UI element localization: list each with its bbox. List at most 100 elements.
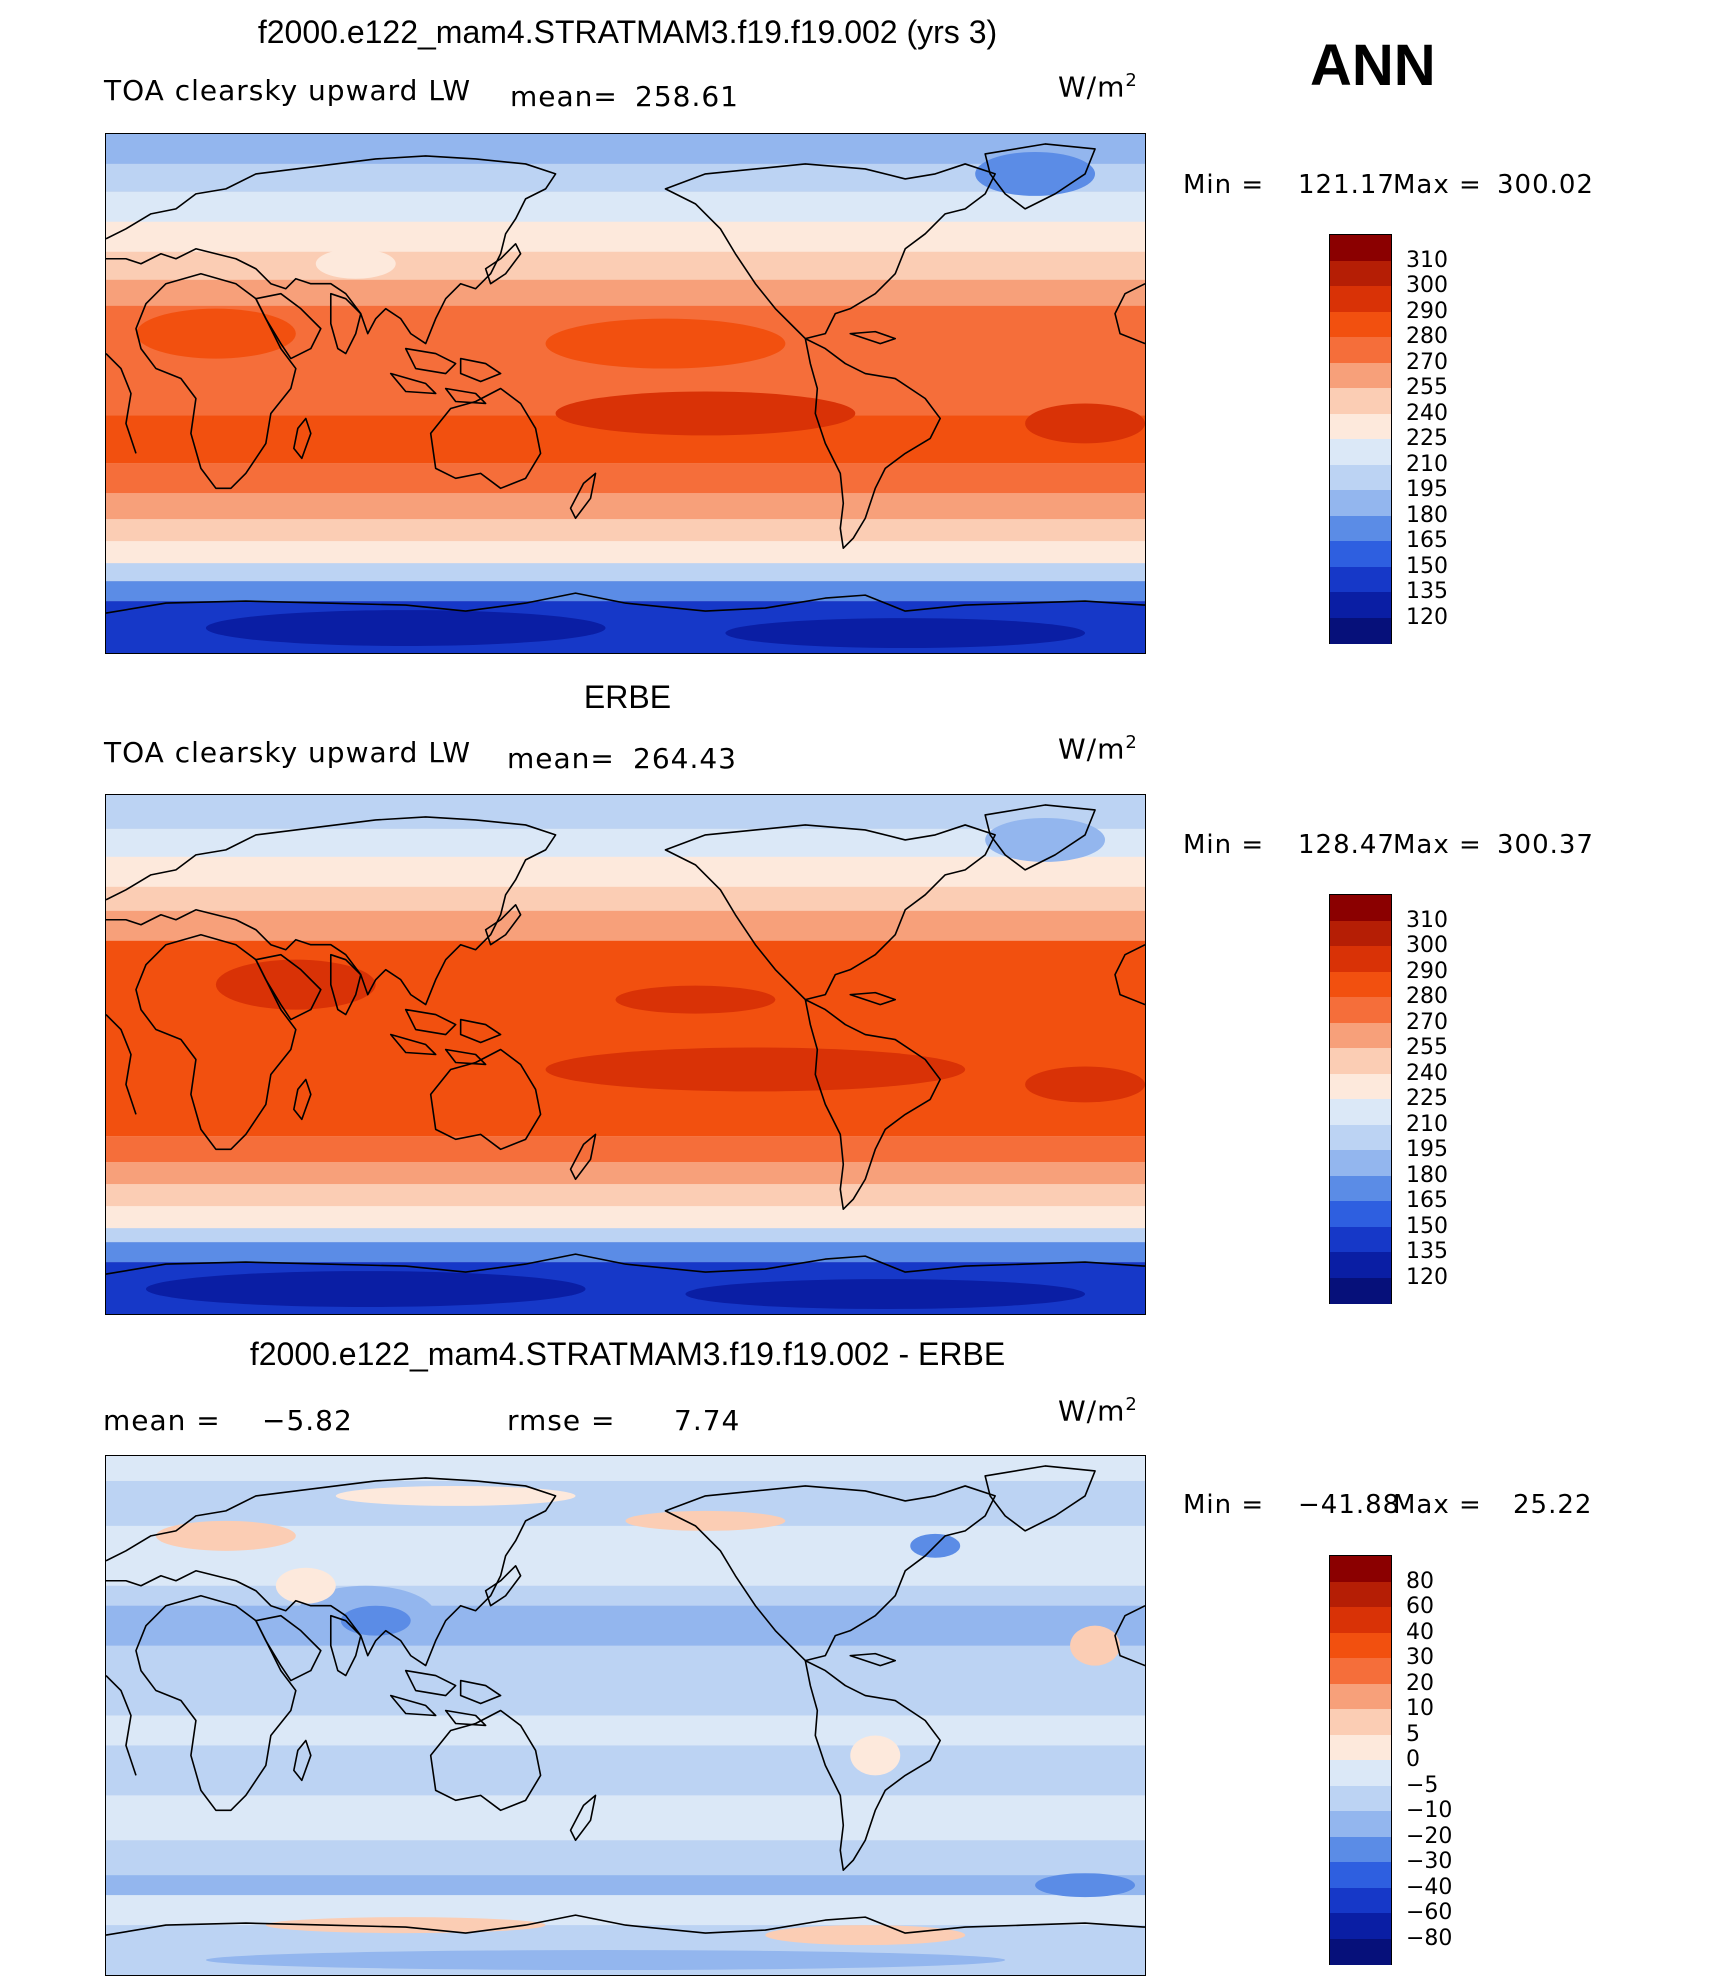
colorbar-segment <box>1330 439 1391 465</box>
panel-1-mean-label: mean= <box>510 80 618 113</box>
colorbar-tick-label: 270 <box>1406 349 1448 375</box>
colorbar-tick-label: 120 <box>1406 1264 1448 1290</box>
colorbar-segment <box>1330 1760 1391 1786</box>
colorbar-segment <box>1330 413 1391 440</box>
colorbar-segment <box>1330 566 1391 593</box>
colorbar-segment <box>1330 1862 1391 1888</box>
colorbar-tick-label: 180 <box>1406 1162 1448 1188</box>
colorbar-segment <box>1330 1811 1391 1837</box>
colorbar-segment <box>1330 920 1391 947</box>
colorbar-segment <box>1330 1607 1391 1633</box>
colorbar-tick-label: 135 <box>1406 1239 1448 1264</box>
panel-2-title: ERBE <box>583 679 672 715</box>
colorbar-segment <box>1330 1048 1391 1074</box>
colorbar-segment <box>1330 997 1391 1023</box>
panel-2-min-value: 128.47 <box>1298 830 1395 860</box>
colorbar-segment <box>1330 515 1391 542</box>
colorbar-tick-label: −60 <box>1406 1900 1453 1925</box>
colorbar-segment <box>1330 1226 1391 1253</box>
colorbar-segment <box>1330 895 1391 921</box>
panel-3-colorbar: 80 60 40 30 20 10 5 0 −5 −10 −20 −30 −40 −60 −80 <box>1329 1555 1452 1965</box>
panel-1-max-label: Max = <box>1393 170 1482 200</box>
panel-3-mean-label: mean = <box>103 1404 221 1437</box>
panel-2-max-label: Max = <box>1393 830 1482 860</box>
panel-1-field: TOA clearsky upward LW <box>104 74 472 107</box>
colorbar-segment <box>1330 1073 1391 1100</box>
panel-1-colorbar: 310 300 290 280 270 255 240 225 210 195 180 165 150 1… <box>1329 234 1448 644</box>
colorbar-tick-label: 150 <box>1406 553 1448 579</box>
colorbar-segment <box>1330 260 1391 287</box>
colorbar-segment <box>1330 388 1391 414</box>
colorbar-tick-label: 210 <box>1406 1111 1448 1137</box>
colorbar-tick-label: 280 <box>1406 984 1448 1009</box>
colorbar-segment <box>1330 1683 1391 1710</box>
panel-1-title: f2000.e122_mam4.STRATMAM3.f19.f19.002 (y… <box>257 14 998 50</box>
colorbar-tick-label: 290 <box>1406 298 1448 324</box>
panel-2-field: TOA clearsky upward LW <box>104 736 472 769</box>
colorbar-segment <box>1330 1913 1391 1939</box>
colorbar-tick-label: 240 <box>1406 400 1448 426</box>
panel-3-rmse-value: 7.74 <box>674 1404 741 1437</box>
panel-3-mean-value: −5.82 <box>262 1404 353 1437</box>
panel-1-min-value: 121.17 <box>1298 170 1395 200</box>
panel-3-min-label: Min = <box>1183 1490 1265 1520</box>
colorbar-segment <box>1330 1175 1391 1202</box>
colorbar-segment <box>1330 337 1391 363</box>
colorbar-segment <box>1330 1277 1391 1304</box>
colorbar-tick-label: 310 <box>1406 907 1448 933</box>
panel-1-units: W/m2 <box>1058 70 1138 104</box>
panel-2-mean-label: mean= <box>507 742 615 775</box>
colorbar-segment <box>1330 1124 1391 1151</box>
colorbar-tick-label: 80 <box>1406 1568 1434 1594</box>
colorbar-segment <box>1330 541 1391 567</box>
colorbar-segment <box>1330 1938 1391 1965</box>
panel-3-min-value: −41.88 <box>1298 1490 1401 1520</box>
colorbar-tick-label: 300 <box>1406 933 1448 958</box>
colorbar-segment <box>1330 617 1391 644</box>
colorbar-segment <box>1330 971 1391 998</box>
panel-3-rmse-label: rmse = <box>507 1404 616 1437</box>
colorbar-segment <box>1330 235 1391 261</box>
colorbar-tick-label: −40 <box>1406 1874 1453 1900</box>
colorbar-segment <box>1330 946 1391 972</box>
colorbar-tick-label: −20 <box>1406 1823 1453 1849</box>
colorbar-segment <box>1330 592 1391 618</box>
colorbar-tick-label: 255 <box>1406 1035 1448 1060</box>
colorbar-segment <box>1330 1785 1391 1812</box>
colorbar-segment <box>1330 1581 1391 1608</box>
colorbar-tick-label: 0 <box>1406 1747 1420 1772</box>
colorbar-segment <box>1330 464 1391 491</box>
colorbar-segment <box>1330 286 1391 312</box>
colorbar-segment <box>1330 1734 1391 1761</box>
colorbar-tick-label: 310 <box>1406 247 1448 273</box>
colorbar-tick-label: 60 <box>1406 1594 1434 1619</box>
colorbar-tick-label: 165 <box>1406 1188 1448 1213</box>
panel-2-map <box>105 794 1146 1315</box>
panel-1-min-label: Min = <box>1183 170 1265 200</box>
panel-3-map <box>105 1455 1146 1976</box>
colorbar-segment <box>1330 1556 1391 1582</box>
panel-1-map <box>105 133 1146 654</box>
colorbar-tick-label: 165 <box>1406 528 1448 553</box>
colorbar-segment <box>1330 311 1391 338</box>
colorbar-segment <box>1330 1887 1391 1914</box>
colorbar-tick-label: 290 <box>1406 958 1448 984</box>
colorbar-tick-label: 30 <box>1406 1645 1434 1670</box>
colorbar-tick-label: −5 <box>1406 1772 1439 1798</box>
colorbar-tick-label: 20 <box>1406 1670 1434 1696</box>
colorbar-tick-label: 195 <box>1406 477 1448 502</box>
colorbar-tick-label: 150 <box>1406 1213 1448 1239</box>
colorbar-segment <box>1330 1252 1391 1278</box>
colorbar-tick-label: 280 <box>1406 324 1448 349</box>
panel-1-mean-value: 258.61 <box>635 80 739 113</box>
colorbar-segment <box>1330 490 1391 516</box>
panel-2-colorbar: 310 300 290 280 270 255 240 225 210 195 180 165 150 1… <box>1329 894 1448 1304</box>
panel-2-min-label: Min = <box>1183 830 1265 860</box>
colorbar-tick-label: 300 <box>1406 273 1448 298</box>
colorbar-segment <box>1330 362 1391 389</box>
colorbar-segment <box>1330 1201 1391 1227</box>
colorbar-tick-label: 180 <box>1406 502 1448 528</box>
colorbar-tick-label: 10 <box>1406 1696 1434 1721</box>
colorbar-segment <box>1330 1632 1391 1659</box>
colorbar-segment <box>1330 1836 1391 1863</box>
